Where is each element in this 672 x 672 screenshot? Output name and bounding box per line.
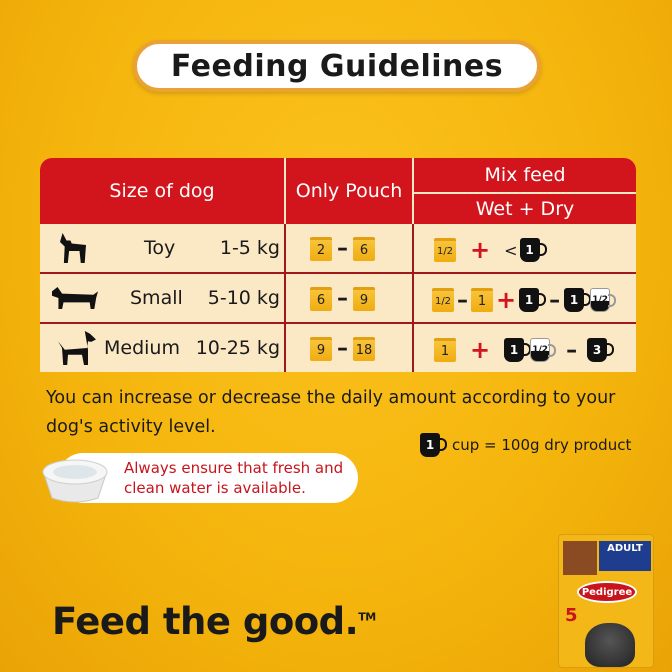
divider [284, 224, 286, 372]
divider [412, 224, 414, 372]
pouch-icon: 1/2 [434, 238, 456, 262]
table-row: Medium 10-25 kg [56, 324, 280, 372]
plus-icon: + [496, 286, 517, 314]
cup-icon: 1 [519, 238, 547, 262]
pouch-icon: 2 [310, 236, 332, 261]
weight-label: 5-10 kg [207, 287, 280, 309]
half-cup-icon: 1/2 [530, 338, 557, 362]
medium-dog-icon [58, 331, 96, 365]
pouch-range: 2–6 [310, 236, 375, 261]
tagline: Feed the good.TM [52, 600, 376, 643]
cup-icon: 1 [420, 433, 447, 457]
cup-icon: 1 [564, 288, 592, 312]
tagline-text: Feed the good. [52, 600, 359, 643]
plus-icon: + [470, 236, 491, 264]
size-label: Medium [104, 337, 180, 359]
title-banner: Feeding Guidelines [133, 40, 541, 92]
mix-row: 1/2 + < 1 [434, 236, 547, 264]
mix-row: 1 + 1 1/2 – 3 [434, 336, 615, 364]
divider [40, 272, 636, 274]
trademark: TM [358, 610, 376, 624]
pouch-icon: 18 [353, 336, 375, 361]
mix-row: 1/2–1 + 1– 1 1/2 [432, 286, 617, 314]
header-pouch: Only Pouch [286, 158, 412, 224]
page-title: Feeding Guidelines [170, 48, 504, 84]
less-than: < [504, 240, 518, 260]
size-label: Toy [144, 237, 176, 259]
pouch-icon: 1 [434, 338, 456, 362]
pouch-icon: 6 [353, 236, 375, 261]
activity-note: You can increase or decrease the daily a… [46, 388, 616, 437]
water-note-banner: Always ensure that fresh and clean water… [58, 453, 358, 503]
weight-label: 1-5 kg [219, 237, 280, 259]
pouch-range: 6–9 [310, 286, 375, 311]
water-note: Always ensure that fresh and clean water… [124, 459, 344, 497]
cup-icon: 3 [587, 338, 615, 362]
cup-legend: 1 cup = 100g dry product [420, 433, 631, 457]
toy-dog-icon [60, 233, 86, 263]
dash: – [337, 236, 348, 261]
size-label: Small [130, 287, 183, 309]
table-row: Toy 1-5 kg [60, 224, 280, 272]
product-pouch-image: ADULT Pedigree 5 [558, 534, 654, 668]
dog-photo [585, 623, 635, 667]
pouch-range: 9–18 [310, 336, 375, 361]
pouch-icon: 9 [310, 336, 332, 361]
pedigree-logo: Pedigree [577, 581, 637, 603]
pouch-icon: 1 [471, 288, 493, 312]
half-cup-icon: 1/2 [590, 288, 617, 312]
pouch-icon: 9 [353, 286, 375, 311]
weight-label: 10-25 kg [195, 337, 280, 359]
variant-label: ADULT [599, 541, 651, 571]
cup-legend-text: cup = 100g dry product [452, 436, 632, 454]
table-row: Small 5-10 kg [52, 274, 280, 322]
badge: 5 [565, 605, 578, 626]
small-dog-icon [52, 287, 98, 309]
header-size: Size of dog [40, 158, 284, 224]
cup-icon: 1 [519, 288, 547, 312]
pouch-icon: 1/2 [432, 288, 454, 312]
food-image [563, 541, 597, 575]
plus-icon: + [470, 336, 491, 364]
divider [414, 192, 636, 194]
water-bowl-icon [42, 459, 108, 503]
pouch-icon: 6 [310, 286, 332, 311]
feeding-table: Size of dog Only Pouch Mix feed Wet + Dr… [40, 158, 636, 372]
header-mix: Mix feed [414, 158, 636, 192]
divider [40, 322, 636, 324]
cup-icon: 1 [504, 338, 532, 362]
header-mix-sub: Wet + Dry [414, 194, 636, 224]
